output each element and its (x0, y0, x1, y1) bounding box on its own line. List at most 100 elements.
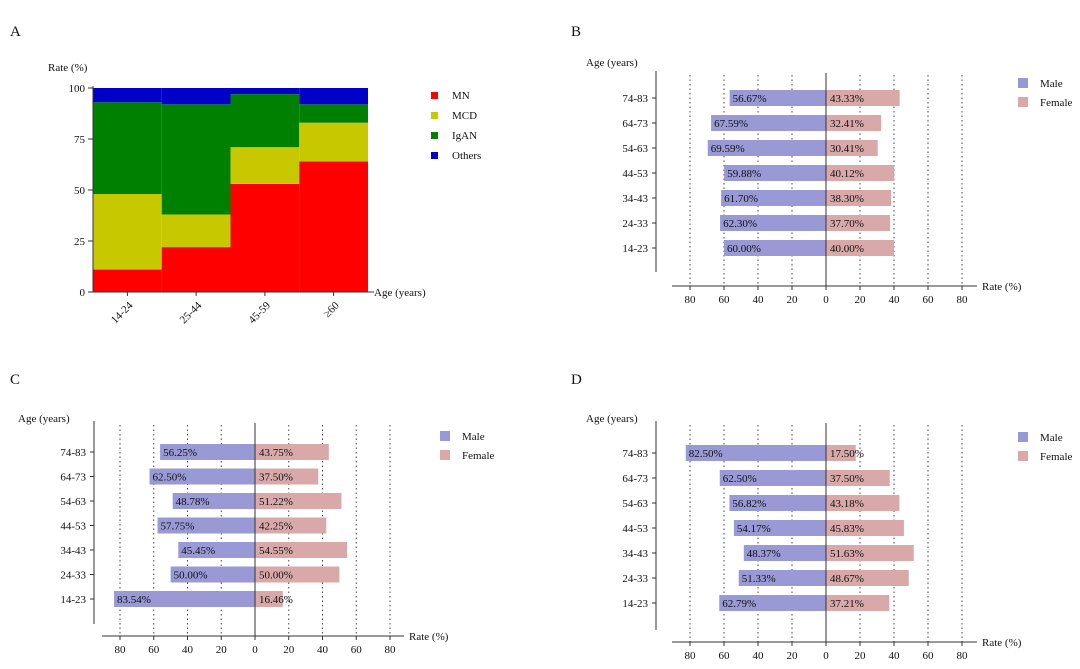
bar-male-44-53 (157, 517, 255, 534)
panel-letter-c: C (10, 372, 20, 388)
bar-female-24-33 (826, 570, 909, 586)
y-tick-label: 64-73 (60, 472, 86, 484)
legend-swatch-mn (431, 92, 438, 99)
bar-male-34-43 (721, 190, 826, 206)
bar-igan-1 (93, 102, 162, 195)
bar-male-74-83 (160, 444, 255, 460)
bar-male-44-53 (733, 520, 826, 536)
data-label-male: 62.50% (153, 472, 187, 484)
data-label-male: 50.00% (174, 570, 208, 582)
y-axis-title: Age (years) (18, 413, 70, 425)
data-label-female: 43.18% (830, 498, 864, 510)
stacked-bar-chart-a: 0 25 50 75 100 14-24 25-44 45-59 ≥60 Rate (%) Age … (48, 62, 481, 326)
bar-male-24-33 (738, 570, 826, 586)
bar-mn-4 (299, 161, 368, 292)
bar-female-54-63 (826, 495, 900, 511)
legend-label-others: Others (452, 150, 481, 162)
data-label-male: 62.50% (723, 473, 757, 485)
bar-female-14-23 (826, 240, 894, 256)
bar-female-14-23 (255, 591, 283, 607)
bar-male-14-23 (724, 240, 826, 256)
bar-male-64-73 (711, 115, 826, 131)
data-label-male: 51.33% (742, 573, 776, 585)
bar-female-74-83 (826, 90, 900, 106)
legend-swatch-male (1018, 432, 1028, 442)
legend-swatch-female (1018, 451, 1028, 461)
bar-female-24-33 (255, 566, 340, 583)
legend-swatch-female (440, 450, 450, 460)
pyramid-chart-b: 56.67% 43.33% 74-83 67.59% 32.41% 64-73 69.59%… (586, 57, 1072, 306)
data-label-male: 57.75% (161, 521, 195, 533)
data-label-female: 37.50% (259, 472, 293, 484)
data-label-female: 30.41% (830, 143, 864, 155)
bar-others-1 (93, 88, 162, 103)
bar-male-74-83 (685, 445, 826, 461)
bar-others-2 (161, 88, 231, 105)
bar-igan-2 (161, 104, 231, 215)
bar-female-54-63 (826, 140, 878, 156)
data-label-male: 54.17% (737, 523, 771, 535)
data-label-female: 37.50% (830, 473, 864, 485)
legend-label-male: Male (1040, 78, 1063, 90)
pyramid-chart-d: 82.50% 17.50% 74-83 62.50% 37.50% 64-73 56.82%… (586, 413, 1072, 662)
data-label-male: 69.59% (711, 143, 745, 155)
x-tick-label: 25-44 (178, 299, 205, 326)
data-label-male: 56.25% (163, 447, 197, 459)
x-tick-label: 45-59 (246, 299, 273, 326)
x-axis-title: Rate (%) (982, 281, 1022, 293)
bar-others-3 (230, 88, 300, 95)
x-tick-label: 20 (855, 294, 867, 306)
bar-male-24-33 (170, 566, 255, 583)
y-tick-label: 24-33 (622, 218, 648, 230)
legend-label-female: Female (1040, 97, 1072, 109)
x-tick-label: 80 (385, 644, 397, 656)
y-tick-label: 34-43 (622, 548, 648, 560)
bar-female-14-23 (826, 595, 890, 611)
data-label-male: 61.70% (724, 193, 758, 205)
x-tick-label: 60 (719, 294, 731, 306)
bar-female-74-83 (255, 444, 329, 460)
bar-male-24-33 (720, 215, 826, 231)
data-label-male: 60.00% (727, 243, 761, 255)
data-label-female: 45.83% (830, 523, 864, 535)
panel-letter-d: D (571, 372, 582, 388)
bar-male-34-43 (743, 545, 826, 561)
bar-igan-4 (299, 104, 368, 123)
bar-female-64-73 (255, 468, 319, 485)
legend-label-mn: MN (452, 90, 470, 102)
y-tick-label: 74-83 (622, 93, 648, 105)
legend-swatch-mcd (431, 112, 438, 119)
bar-male-54-63 (172, 493, 255, 509)
bar-male-54-63 (707, 140, 826, 156)
x-axis-title: Age (years) (374, 287, 426, 299)
legend-label-female: Female (462, 450, 494, 462)
data-label-male: 45.45% (181, 545, 215, 557)
bar-mn-2 (161, 247, 231, 292)
data-label-female: 42.25% (259, 521, 293, 533)
panel-letter-b: B (571, 24, 581, 40)
bar-female-74-83 (826, 445, 856, 461)
data-label-male: 56.67% (733, 93, 767, 105)
x-tick-label: 40 (889, 294, 901, 306)
x-tick-label: 0 (823, 294, 829, 306)
data-label-male: 83.54% (117, 594, 151, 606)
data-label-male: 48.78% (176, 496, 210, 508)
y-tick-label: 54-63 (622, 498, 648, 510)
data-label-female: 43.75% (259, 447, 293, 459)
bar-female-44-53 (826, 165, 895, 181)
y-tick-label: 75 (74, 134, 86, 146)
x-tick-label: 40 (753, 650, 765, 662)
data-label-female: 48.67% (830, 573, 864, 585)
bar-mcd-1 (93, 194, 162, 270)
y-tick-label: 64-73 (622, 118, 648, 130)
y-tick-label: 100 (69, 83, 86, 95)
x-tick-label: 40 (182, 644, 194, 656)
legend-label-mcd: MCD (452, 110, 477, 122)
x-tick-label: 80 (957, 294, 969, 306)
bar-male-14-23 (114, 591, 256, 607)
x-tick-label: 14-24 (109, 299, 136, 326)
y-tick-label: 44-53 (60, 521, 86, 533)
x-tick-label: 60 (148, 644, 160, 656)
bar-female-44-53 (255, 517, 327, 534)
x-tick-label: 60 (351, 644, 363, 656)
